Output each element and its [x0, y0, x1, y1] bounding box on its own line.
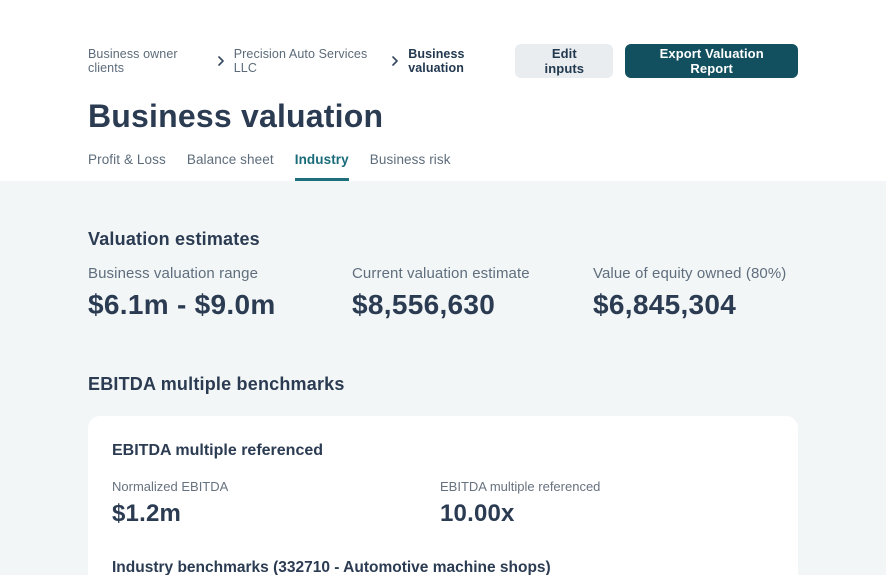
page-header: Business owner clients Precision Auto Se…	[0, 0, 886, 181]
breadcrumb-item-current: Business valuation	[408, 47, 465, 75]
stat-label: Normalized EBITDA	[112, 479, 229, 494]
stat-label: Current valuation estimate	[352, 265, 530, 282]
edit-inputs-button[interactable]: Edit inputs	[515, 44, 614, 78]
industry-benchmarks-table-heading: Industry benchmarks (332710 - Automotive…	[112, 559, 551, 575]
tab-industry[interactable]: Industry	[294, 152, 349, 181]
stat-equity-owned: Value of equity owned (80%) $6,845,304	[593, 264, 798, 322]
valuation-estimates-section: Valuation estimates Business valuation r…	[88, 227, 798, 322]
stat-value: $6,845,304	[593, 289, 737, 320]
stat-value: $1.2m	[112, 500, 182, 527]
stat-ebitda-multiple: EBITDA multiple referenced 10.00x	[440, 478, 774, 529]
stat-label: Business valuation range	[88, 265, 259, 282]
stat-current-valuation: Current valuation estimate $8,556,630	[352, 264, 593, 322]
stat-value: $6.1m - $9.0m	[88, 289, 276, 320]
header-actions: Edit inputs Export Valuation Report	[515, 44, 798, 78]
breadcrumb-item-client[interactable]: Precision Auto Services LLC	[233, 47, 368, 75]
page-title: Business valuation	[88, 98, 384, 134]
export-valuation-report-button[interactable]: Export Valuation Report	[625, 44, 798, 78]
stat-label: EBITDA multiple referenced	[440, 479, 601, 494]
header-top-row: Business owner clients Precision Auto Se…	[88, 44, 798, 78]
valuation-stats-row: Business valuation range $6.1m - $9.0m C…	[88, 264, 798, 322]
stat-label: Value of equity owned (80%)	[593, 265, 787, 282]
tab-business-risk[interactable]: Business risk	[369, 152, 451, 167]
tab-profit-and-loss[interactable]: Profit & Loss	[88, 152, 166, 167]
ebitda-multiple-referenced-heading: EBITDA multiple referenced	[112, 442, 324, 459]
breadcrumb: Business owner clients Precision Auto Se…	[88, 47, 515, 75]
tab-bar: Profit & Loss Balance sheet Industry Bus…	[88, 152, 798, 181]
stat-valuation-range: Business valuation range $6.1m - $9.0m	[88, 264, 352, 322]
ebitda-multiple-card: EBITDA multiple referenced Normalized EB…	[88, 416, 798, 575]
ebitda-benchmarks-heading: EBITDA multiple benchmarks	[88, 374, 345, 394]
breadcrumb-item-clients[interactable]: Business owner clients	[88, 47, 178, 75]
stat-normalized-ebitda: Normalized EBITDA $1.2m	[112, 478, 440, 529]
stat-value: 10.00x	[440, 500, 515, 527]
tab-balance-sheet[interactable]: Balance sheet	[186, 152, 274, 167]
chevron-right-icon	[392, 56, 399, 66]
chevron-right-icon	[217, 56, 224, 66]
ebitda-benchmarks-section: EBITDA multiple benchmarks EBITDA multip…	[88, 372, 798, 575]
industry-tab-content: Valuation estimates Business valuation r…	[0, 181, 886, 575]
ebitda-card-stats: Normalized EBITDA $1.2m EBITDA multiple …	[112, 478, 774, 529]
stat-value: $8,556,630	[352, 289, 496, 320]
valuation-estimates-heading: Valuation estimates	[88, 229, 260, 249]
